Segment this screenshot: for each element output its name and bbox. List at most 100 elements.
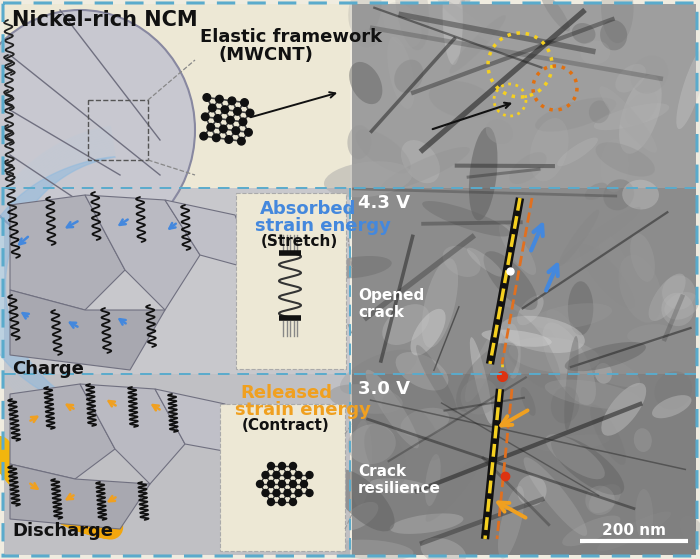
Text: (Stretch): (Stretch) (261, 234, 338, 249)
Ellipse shape (382, 393, 442, 461)
Circle shape (306, 490, 313, 496)
Text: strain energy: strain energy (235, 401, 371, 419)
Circle shape (225, 136, 232, 143)
Ellipse shape (596, 228, 639, 306)
Circle shape (202, 113, 209, 121)
Text: 3.0 V: 3.0 V (358, 380, 410, 398)
Circle shape (295, 490, 302, 496)
Polygon shape (10, 464, 150, 529)
Polygon shape (10, 290, 165, 370)
Circle shape (290, 462, 297, 470)
Ellipse shape (589, 484, 621, 513)
Ellipse shape (585, 183, 608, 200)
Ellipse shape (597, 511, 671, 551)
Polygon shape (10, 195, 125, 310)
Ellipse shape (596, 142, 655, 177)
Circle shape (209, 104, 216, 112)
Ellipse shape (654, 371, 692, 409)
Ellipse shape (498, 486, 524, 559)
Bar (352, 188, 696, 374)
Ellipse shape (551, 386, 580, 423)
Ellipse shape (387, 36, 414, 109)
Ellipse shape (438, 0, 500, 45)
Ellipse shape (586, 247, 621, 300)
Circle shape (290, 481, 297, 487)
Text: Nickel-rich NCM: Nickel-rich NCM (12, 10, 197, 30)
Ellipse shape (425, 454, 441, 506)
Ellipse shape (377, 12, 428, 63)
Ellipse shape (580, 245, 636, 308)
Ellipse shape (509, 337, 600, 373)
Ellipse shape (538, 434, 610, 452)
Circle shape (220, 125, 227, 133)
Circle shape (273, 471, 280, 479)
Ellipse shape (676, 47, 700, 129)
Ellipse shape (600, 20, 627, 50)
Ellipse shape (631, 55, 668, 94)
Ellipse shape (349, 62, 382, 104)
Ellipse shape (557, 138, 598, 166)
Ellipse shape (535, 97, 617, 132)
Ellipse shape (364, 424, 406, 486)
Ellipse shape (649, 273, 685, 321)
Text: (Contract): (Contract) (242, 418, 330, 433)
Ellipse shape (395, 352, 449, 391)
Ellipse shape (449, 15, 506, 73)
Ellipse shape (394, 60, 424, 93)
Ellipse shape (601, 139, 629, 192)
Ellipse shape (619, 75, 661, 154)
Circle shape (284, 471, 291, 479)
Circle shape (207, 124, 215, 131)
Circle shape (290, 499, 297, 505)
Ellipse shape (456, 342, 518, 412)
Text: Opened
crack: Opened crack (358, 288, 424, 320)
Circle shape (228, 97, 236, 105)
Ellipse shape (422, 258, 458, 348)
Circle shape (284, 490, 291, 496)
Ellipse shape (382, 304, 429, 345)
Circle shape (216, 96, 223, 103)
Ellipse shape (601, 0, 634, 43)
Ellipse shape (465, 326, 503, 402)
Text: 200 nm: 200 nm (602, 523, 666, 538)
Circle shape (295, 471, 302, 479)
Circle shape (246, 109, 254, 117)
Ellipse shape (530, 118, 568, 181)
Ellipse shape (636, 489, 653, 541)
Circle shape (267, 462, 274, 470)
Ellipse shape (551, 436, 624, 495)
Circle shape (279, 499, 286, 505)
Bar (4, 4, 350, 188)
Circle shape (306, 471, 313, 479)
Ellipse shape (401, 140, 440, 183)
Ellipse shape (517, 296, 544, 325)
Circle shape (279, 462, 286, 470)
Ellipse shape (461, 378, 498, 415)
Ellipse shape (469, 127, 498, 220)
Text: Crack
resilience: Crack resilience (358, 464, 441, 496)
Bar (352, 4, 696, 188)
Ellipse shape (486, 120, 513, 144)
Circle shape (262, 471, 269, 479)
Ellipse shape (342, 502, 379, 530)
Ellipse shape (482, 329, 552, 347)
Ellipse shape (390, 513, 463, 534)
Ellipse shape (426, 457, 481, 522)
Circle shape (237, 138, 245, 145)
Ellipse shape (662, 276, 695, 310)
Ellipse shape (625, 92, 657, 126)
Ellipse shape (400, 408, 449, 437)
Ellipse shape (680, 516, 700, 546)
Polygon shape (165, 200, 255, 270)
Ellipse shape (546, 309, 584, 356)
Bar (4, 188, 350, 374)
Text: Discharge: Discharge (12, 522, 113, 540)
Ellipse shape (323, 256, 392, 278)
Ellipse shape (422, 201, 510, 236)
Circle shape (267, 481, 274, 487)
Bar (220, 404, 345, 551)
Ellipse shape (0, 10, 195, 250)
Circle shape (262, 490, 269, 496)
Ellipse shape (442, 246, 481, 277)
Ellipse shape (383, 2, 421, 48)
